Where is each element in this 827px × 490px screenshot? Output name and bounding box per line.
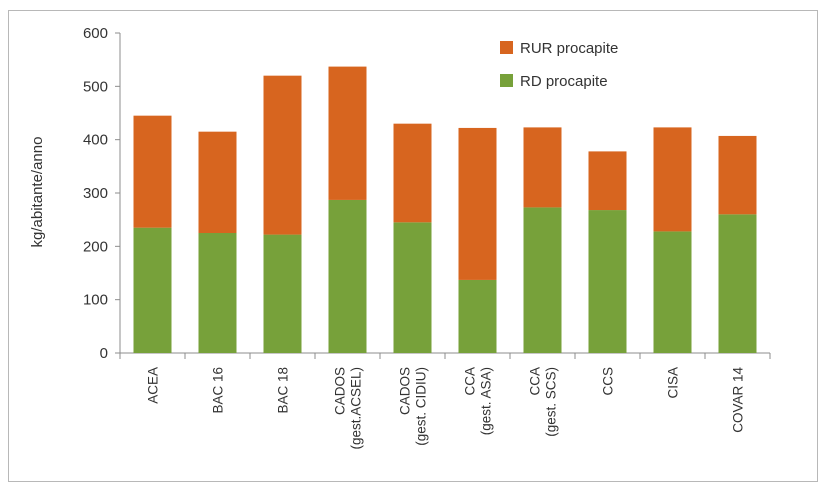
bar-rd-1 xyxy=(133,227,172,353)
bar-rd-3 xyxy=(263,234,302,353)
y-tick-label: 100 xyxy=(83,292,108,309)
y-tick-label: 600 xyxy=(83,25,108,42)
bar-rur-8 xyxy=(588,151,627,211)
y-tick-label: 400 xyxy=(83,132,108,149)
bar-rd-9 xyxy=(653,231,692,353)
bar-rur-9 xyxy=(653,127,692,232)
y-tick-label: 0 xyxy=(100,345,108,362)
bar-rur-6 xyxy=(458,127,497,280)
bar-rd-8 xyxy=(588,210,627,353)
bar-rur-2 xyxy=(198,131,237,233)
legend-label: RD procapite xyxy=(520,73,608,90)
x-category-label: CCS xyxy=(601,367,616,396)
bar-rur-3 xyxy=(263,75,302,235)
x-category-label: CISA xyxy=(666,367,681,399)
y-tick-label: 200 xyxy=(83,238,108,255)
bar-rd-5 xyxy=(393,222,432,353)
bar-rur-10 xyxy=(718,135,757,215)
x-category-label: BAC 16 xyxy=(211,367,226,414)
y-tick-label: 500 xyxy=(83,78,108,95)
axes: 0 100 200 300 400 500 600 ACEA BAC 16 BAC 18 CADOS… xyxy=(83,25,771,450)
legend-label: RUR procapite xyxy=(520,40,618,57)
bar-rd-2 xyxy=(198,233,237,353)
bar-rur-5 xyxy=(393,123,432,223)
x-category-label: CADOS(gest. CIDIU) xyxy=(398,367,429,446)
x-category-label: CCA(gest. SCS) xyxy=(528,367,559,437)
bar-rur-1 xyxy=(133,115,172,228)
legend: RUR procapite RD procapite xyxy=(500,40,618,90)
x-category-label: ACEA xyxy=(146,367,161,404)
bar-rd-10 xyxy=(718,214,757,353)
y-tick-label: 300 xyxy=(83,185,108,202)
x-category-label: BAC 18 xyxy=(276,367,291,414)
x-category-label: CCA(gest. ASA) xyxy=(463,367,494,435)
bar-rd-4 xyxy=(328,199,367,353)
x-category-label: CADOS(gest.ACSEL) xyxy=(333,367,364,450)
legend-swatch xyxy=(500,41,513,54)
bars xyxy=(133,66,757,353)
x-category-label: COVAR 14 xyxy=(731,367,746,433)
y-axis-label: kg/abitante/anno xyxy=(29,137,46,248)
bar-rd-6 xyxy=(458,279,497,353)
bar-rd-7 xyxy=(523,207,562,353)
legend-swatch xyxy=(500,74,513,87)
bar-rur-7 xyxy=(523,127,562,208)
bar-rur-4 xyxy=(328,66,367,200)
